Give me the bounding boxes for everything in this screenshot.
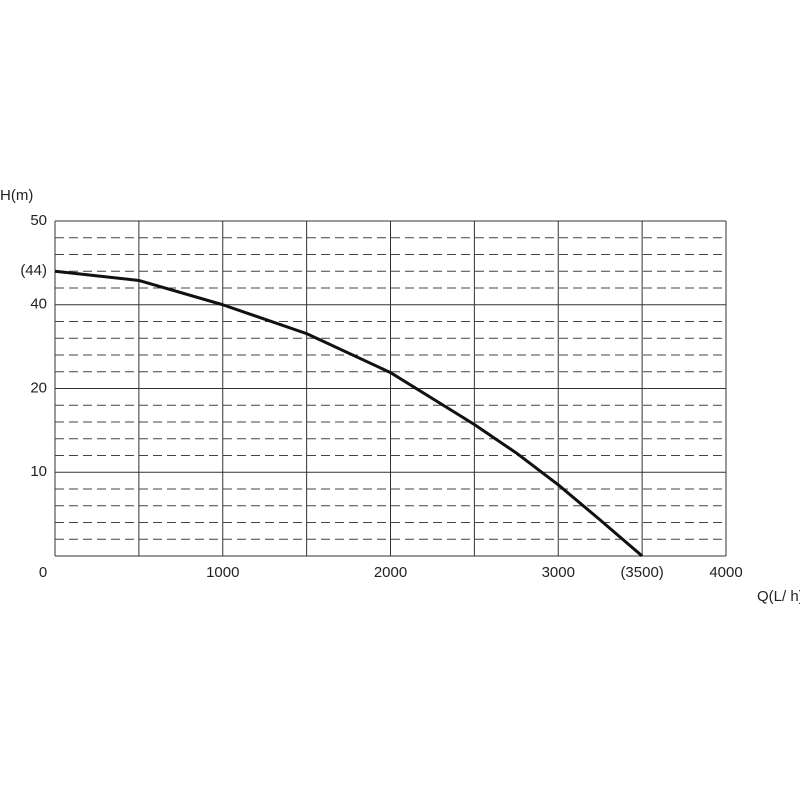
x-tick-label: (3500)	[620, 564, 663, 581]
y-axis-label: H(m)	[0, 187, 33, 204]
x-tick-label: 2000	[374, 564, 407, 581]
y-tick-label: 10	[30, 463, 47, 480]
x-tick-label: 1000	[206, 564, 239, 581]
y-tick-label: 20	[30, 379, 47, 396]
x-tick-label: 0	[39, 564, 47, 581]
x-tick-label: 4000	[709, 564, 742, 581]
x-axis-label: Q(L/ h)	[757, 588, 800, 605]
y-tick-label: (44)	[20, 262, 47, 279]
y-tick-label: 40	[30, 296, 47, 313]
y-tick-label: 50	[30, 212, 47, 229]
x-tick-label: 3000	[542, 564, 575, 581]
curve	[54, 269, 644, 558]
